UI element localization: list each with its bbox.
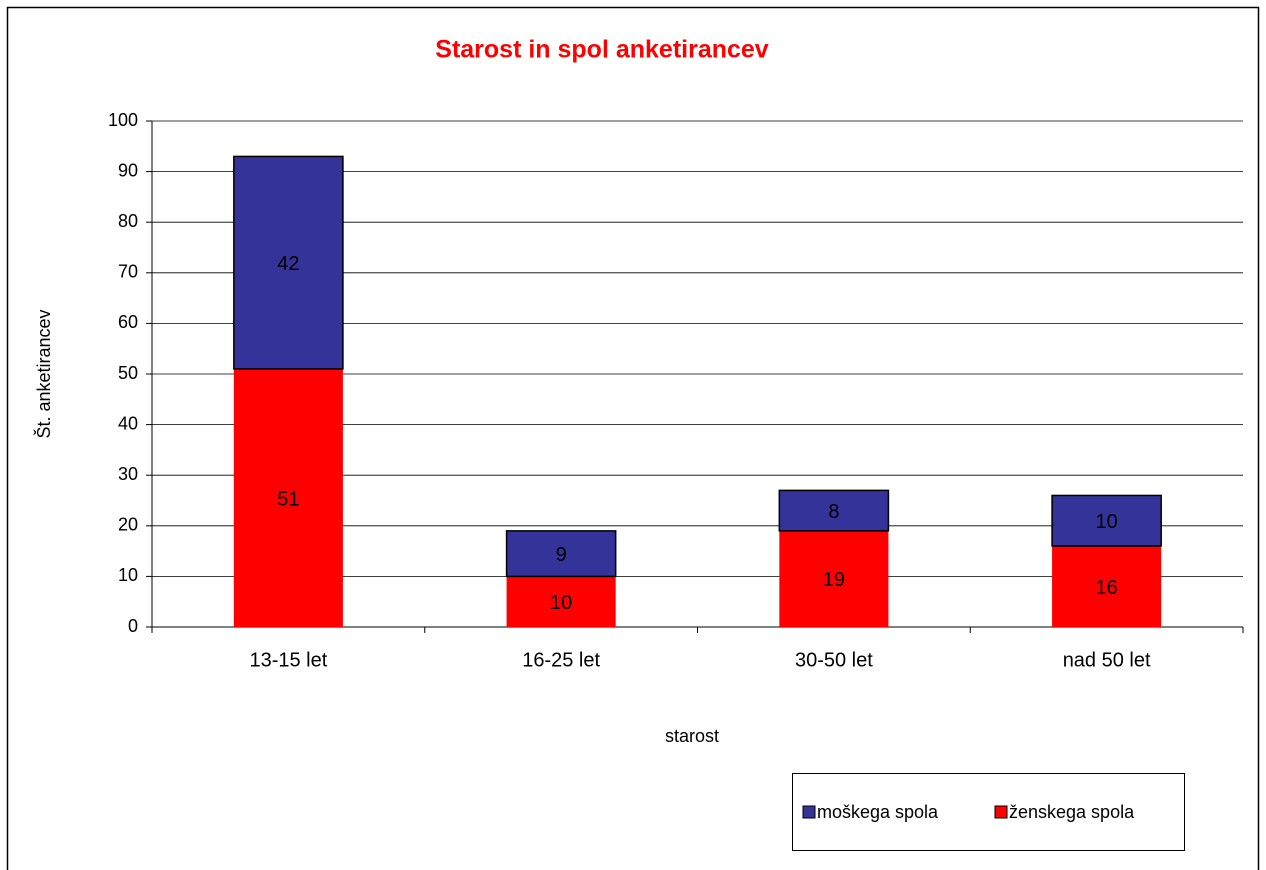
legend-box [792, 773, 1185, 851]
y-tick-label: 40 [118, 413, 138, 433]
bar-segment [233, 155, 344, 370]
data-label: 42 [277, 253, 299, 275]
y-tick-label: 30 [118, 464, 138, 484]
bar-segment [1051, 494, 1162, 547]
legend-label: ženskega spola [1009, 802, 1135, 822]
y-tick-label: 60 [118, 312, 138, 332]
x-axis-label: starost [665, 726, 719, 746]
legend-swatch [994, 805, 1008, 819]
data-label: 51 [277, 488, 299, 510]
x-tick-label: 16-25 let [522, 649, 600, 671]
x-tick-label: 30-50 let [795, 649, 873, 671]
y-tick-label: 70 [118, 262, 138, 282]
data-label: 10 [550, 592, 572, 614]
y-tick-label: 100 [108, 110, 138, 130]
chart-frame [6, 6, 1260, 870]
x-tick-label: 13-15 let [249, 649, 327, 671]
bar-segment [505, 530, 617, 578]
bar-segment [233, 368, 343, 627]
y-tick-label: 20 [118, 515, 138, 535]
data-label: 8 [828, 501, 839, 523]
bar-segment [778, 489, 890, 532]
data-label: 9 [556, 544, 567, 566]
x-tick-label: nad 50 let [1063, 649, 1151, 671]
bar-segment [779, 530, 889, 627]
data-label: 10 [1096, 511, 1118, 533]
y-tick-label: 0 [128, 616, 138, 636]
data-label: 16 [1096, 577, 1118, 599]
y-tick-label: 50 [118, 363, 138, 383]
bar-segment [506, 576, 616, 627]
legend-label: moškega spola [817, 802, 939, 822]
y-tick-label: 90 [118, 160, 138, 180]
y-tick-label: 80 [118, 211, 138, 231]
legend-swatch [802, 805, 816, 819]
y-tick-label: 10 [118, 565, 138, 585]
data-label: 19 [823, 569, 845, 591]
chart-title: Starost in spol anketirancev [435, 36, 769, 64]
y-axis-label: Št. anketirancev [33, 309, 54, 438]
bar-segment [1052, 546, 1162, 627]
